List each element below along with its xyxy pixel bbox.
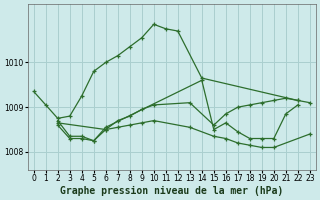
X-axis label: Graphe pression niveau de la mer (hPa): Graphe pression niveau de la mer (hPa) [60,186,284,196]
